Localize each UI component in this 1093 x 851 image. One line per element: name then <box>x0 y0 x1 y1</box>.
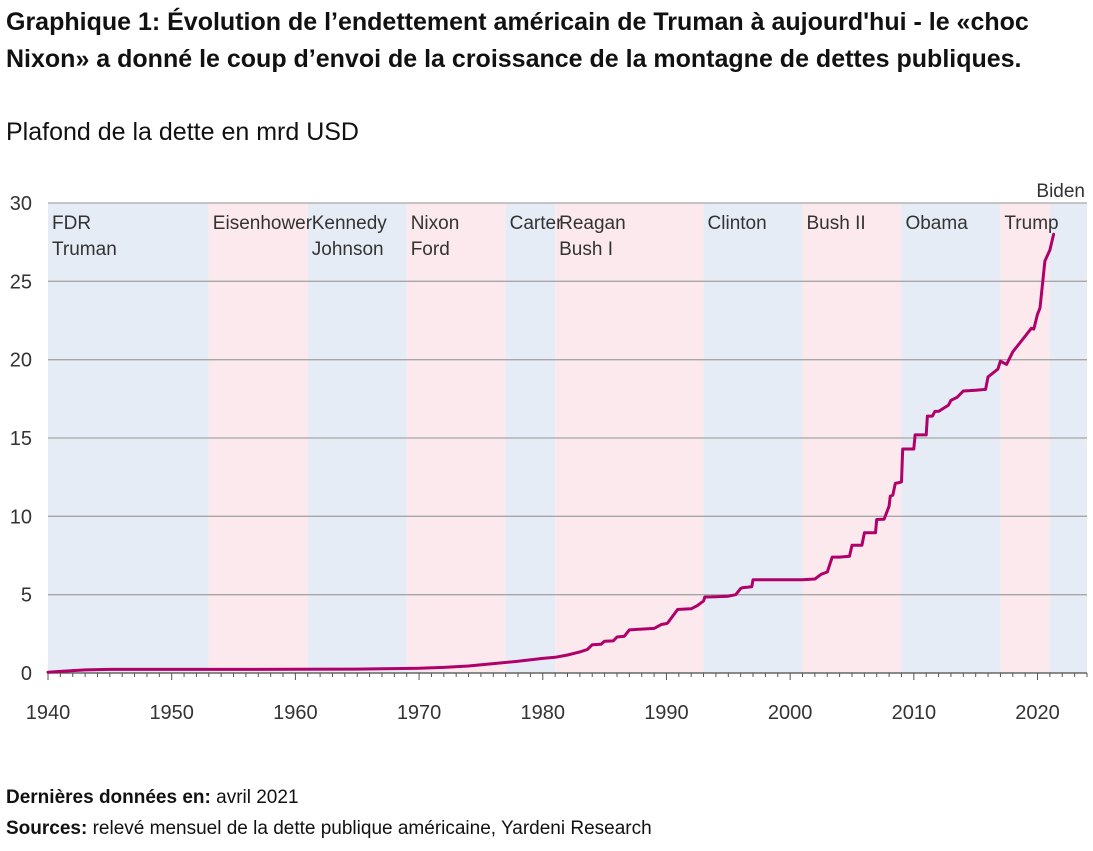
y-tick-label: 5 <box>21 585 32 607</box>
y-tick-label: 25 <box>10 271 32 293</box>
sources-value: relevé mensuel de la dette publique amér… <box>92 818 652 839</box>
presidency-label: Kennedy <box>312 213 388 234</box>
last-data-label: Dernières données en: <box>6 787 211 808</box>
presidency-label: Trump <box>1004 213 1058 234</box>
last-data-value: avril 2021 <box>216 787 299 808</box>
series-layer <box>46 232 1056 674</box>
x-tick-label: 1970 <box>397 702 442 724</box>
debt-ceiling-line <box>46 232 1056 674</box>
x-tick-label: 1950 <box>149 702 194 724</box>
presidency-labels: FDR Truman Eisenhower Kennedy Johnson Nixon Fo… <box>52 181 1085 260</box>
last-data-note: Dernières données en: avril 2021 <box>6 787 299 809</box>
presidency-label: Biden <box>1036 181 1085 202</box>
chart-title: Graphique 1: Évolution de l’endettement … <box>6 8 1029 73</box>
presidency-label: Bush II <box>807 213 866 234</box>
y-tick-label: 30 <box>10 193 32 215</box>
x-tick-label: 1980 <box>521 702 566 724</box>
presidency-label: FDR <box>52 213 91 234</box>
y-tick-label: 0 <box>21 663 32 685</box>
x-tick-label: 1990 <box>644 702 689 724</box>
presidency-label: Eisenhower <box>213 213 313 234</box>
x-tick-label: 1960 <box>273 702 318 724</box>
x-tick-label: 2020 <box>1015 702 1060 724</box>
presidency-label: Ford <box>411 239 450 260</box>
sources-label: Sources: <box>6 818 88 839</box>
presidency-label: Nixon <box>411 213 460 234</box>
presidency-label: Reagan <box>559 213 626 234</box>
presidency-label: Bush I <box>559 239 613 260</box>
chart-subtitle: Plafond de la dette en mrd USD <box>6 118 359 146</box>
y-tick-label: 15 <box>10 428 32 450</box>
axes: 0 5 10 15 20 25 30 1940 1950 1960 1970 1980 1990 2000… <box>10 193 1088 724</box>
x-tick-label: 1940 <box>26 702 71 724</box>
presidency-label: Clinton <box>708 213 767 234</box>
presidency-label: Truman <box>52 239 117 260</box>
presidency-label: Obama <box>905 213 968 234</box>
presidency-label: Carter <box>510 213 563 234</box>
y-tick-label: 20 <box>10 350 32 372</box>
presidency-label: Johnson <box>312 239 384 260</box>
y-tick-label: 10 <box>10 506 32 528</box>
x-tick-label: 2010 <box>892 702 937 724</box>
sources-note: Sources: relevé mensuel de la dette publ… <box>6 818 652 840</box>
x-tick-label: 2000 <box>768 702 813 724</box>
